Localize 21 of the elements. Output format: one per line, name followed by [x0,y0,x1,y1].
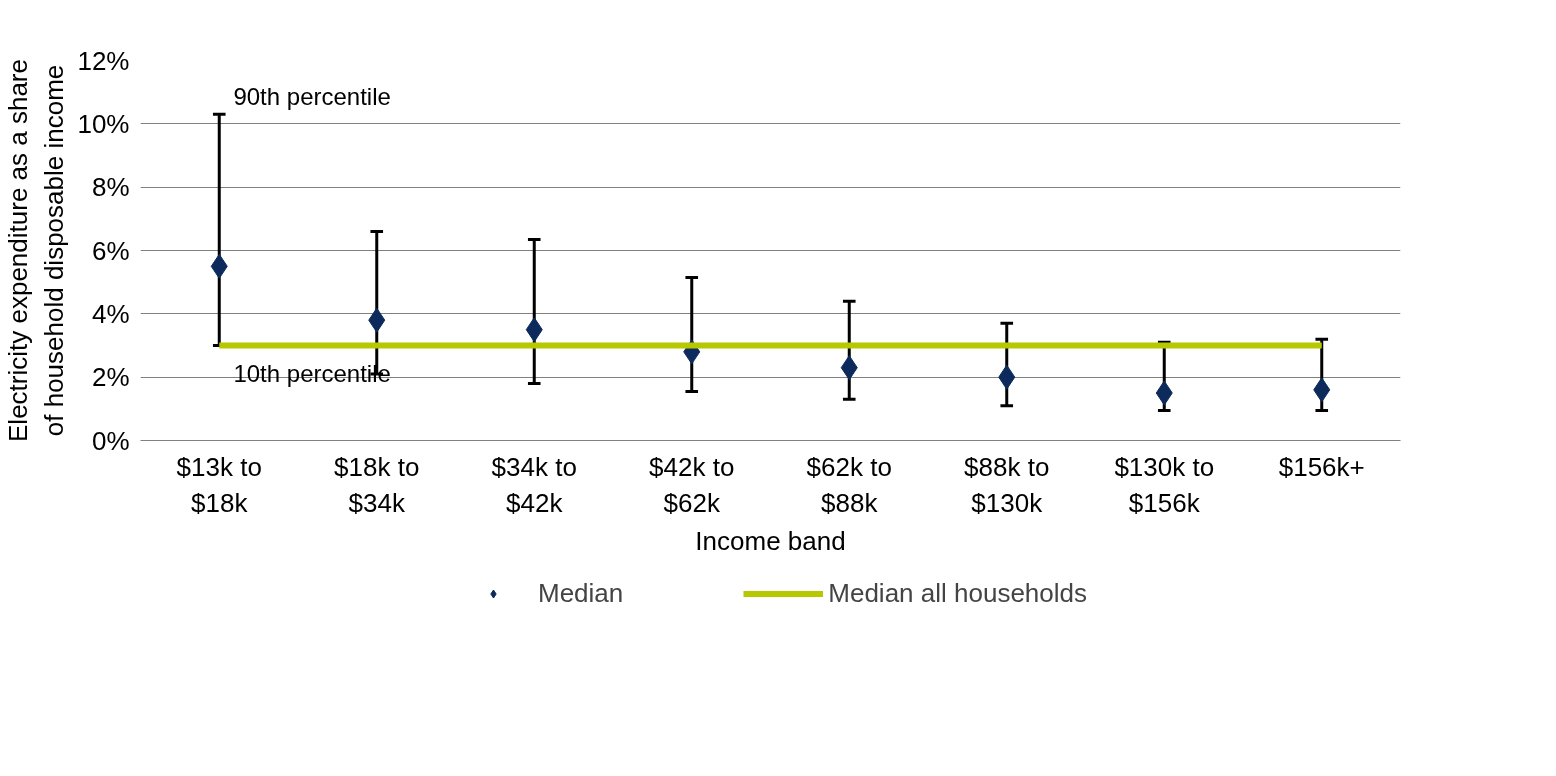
x-tick-label: $13k to $18k [176,451,262,518]
legend-label: Median [537,577,624,609]
y-axis-title: Electricity expenditure as a share of household disposable income [3,59,70,442]
annotation: 90th percentile [233,83,391,111]
x-axis-title: Income band [695,525,846,556]
x-tick-label: $130k to $156k [1114,451,1215,518]
x-tick-label: $62k to $88k [806,451,892,518]
y-tick-label: 6% [91,235,130,266]
annotation: 10th percentile [233,359,391,387]
legend-label: Median all households [828,577,1088,609]
x-tick-label: $18k to $34k [334,451,420,518]
y-tick-label: 0% [91,425,130,456]
y-tick-label: 10% [77,108,130,139]
x-tick-label: $34k to $42k [491,451,577,518]
y-tick-label: 2% [91,362,130,393]
y-tick-label: 8% [91,172,130,203]
y-tick-label: 4% [91,298,130,329]
y-tick-label: 12% [77,45,130,76]
x-tick-label: $42k to $62k [649,451,735,518]
x-tick-label: $156k+ [1278,451,1365,482]
x-tick-label: $88k to $130k [964,451,1050,518]
